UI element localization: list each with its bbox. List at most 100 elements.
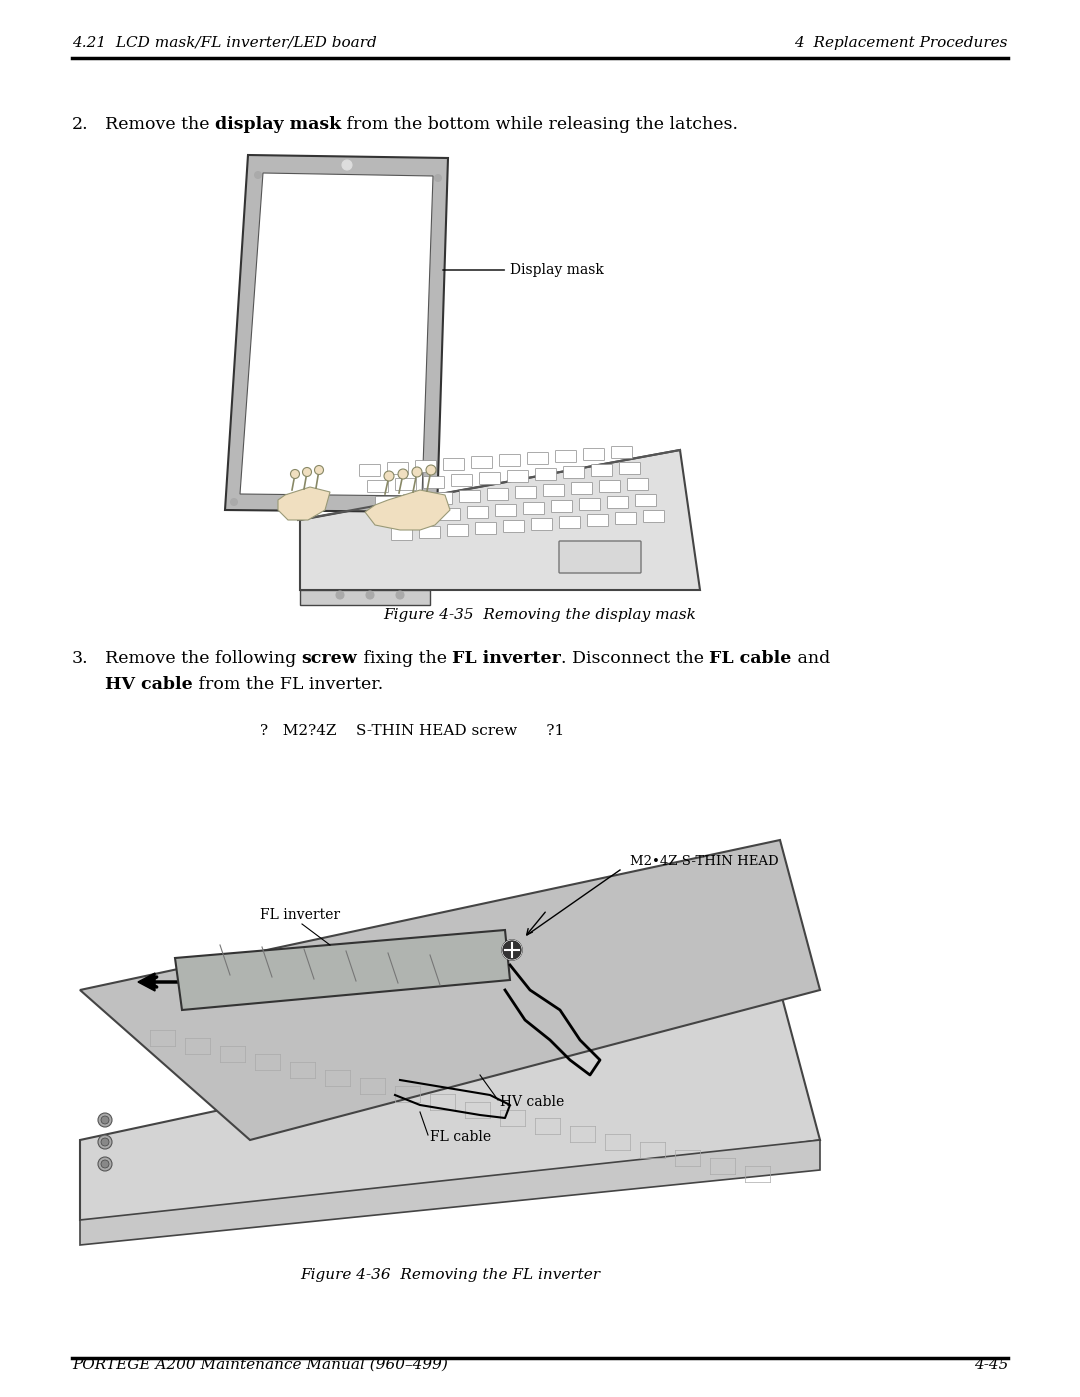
Circle shape [102,1116,109,1125]
FancyBboxPatch shape [536,468,556,481]
Text: and: and [792,650,831,666]
Text: . Disconnect the: . Disconnect the [561,650,710,666]
Circle shape [411,467,422,476]
FancyBboxPatch shape [411,510,432,522]
Circle shape [502,940,522,960]
Text: Display mask: Display mask [443,263,604,277]
FancyBboxPatch shape [360,464,380,476]
Text: display mask: display mask [215,116,341,133]
Text: HV cable: HV cable [500,1095,564,1109]
FancyBboxPatch shape [583,448,605,461]
FancyBboxPatch shape [416,461,436,472]
Polygon shape [365,490,450,529]
Polygon shape [138,972,156,990]
Circle shape [336,591,345,599]
Text: PORTEGE A200 Maintenance Manual (960–499): PORTEGE A200 Maintenance Manual (960–499… [72,1358,448,1372]
Polygon shape [80,990,820,1220]
Circle shape [366,591,374,599]
Circle shape [314,465,324,475]
FancyBboxPatch shape [472,457,492,468]
Circle shape [426,465,436,475]
Polygon shape [225,155,448,511]
FancyBboxPatch shape [508,471,528,482]
FancyBboxPatch shape [616,513,636,524]
Polygon shape [278,488,330,520]
FancyBboxPatch shape [447,524,469,536]
Polygon shape [300,590,430,605]
Text: 3.: 3. [72,650,89,666]
Circle shape [396,591,404,599]
FancyBboxPatch shape [404,495,424,507]
Circle shape [384,471,394,481]
Polygon shape [80,1140,820,1245]
Text: M2•4Z S-THIN HEAD: M2•4Z S-THIN HEAD [630,855,779,868]
Text: FL inverter: FL inverter [453,650,561,666]
Text: from the bottom while releasing the latches.: from the bottom while releasing the latc… [341,116,739,133]
Circle shape [302,468,311,476]
FancyBboxPatch shape [395,479,417,490]
Text: 4.21  LCD mask/FL inverter/LED board: 4.21 LCD mask/FL inverter/LED board [72,36,377,50]
Circle shape [291,469,299,479]
FancyBboxPatch shape [564,467,584,479]
FancyBboxPatch shape [644,510,664,522]
FancyBboxPatch shape [383,513,405,524]
FancyBboxPatch shape [588,514,608,527]
FancyBboxPatch shape [627,479,648,490]
Circle shape [98,1113,112,1127]
FancyBboxPatch shape [451,475,473,486]
FancyBboxPatch shape [580,499,600,510]
FancyBboxPatch shape [592,464,612,476]
FancyBboxPatch shape [552,500,572,513]
FancyBboxPatch shape [388,462,408,475]
FancyBboxPatch shape [571,482,593,495]
FancyBboxPatch shape [620,462,640,475]
FancyBboxPatch shape [440,509,460,521]
FancyBboxPatch shape [524,503,544,514]
FancyBboxPatch shape [527,453,549,464]
FancyBboxPatch shape [611,447,633,458]
FancyBboxPatch shape [391,528,413,541]
Polygon shape [175,930,510,1010]
FancyBboxPatch shape [432,493,453,504]
Text: 2.: 2. [72,116,89,133]
Text: fixing the: fixing the [357,650,453,666]
Text: Remove the: Remove the [105,116,215,133]
FancyBboxPatch shape [475,522,497,535]
Text: Remove the following: Remove the following [105,650,301,666]
FancyBboxPatch shape [423,476,445,489]
FancyBboxPatch shape [543,485,565,496]
Circle shape [427,500,433,507]
Circle shape [102,1160,109,1168]
FancyBboxPatch shape [635,495,657,507]
Circle shape [434,175,442,182]
Text: FL cable: FL cable [430,1130,491,1144]
Text: ?   M2?4Z    S-THIN HEAD screw      ?1: ? M2?4Z S-THIN HEAD screw ?1 [260,724,564,738]
FancyBboxPatch shape [419,527,441,538]
Circle shape [230,499,238,506]
FancyBboxPatch shape [480,472,500,485]
Text: FL inverter: FL inverter [260,908,340,922]
FancyBboxPatch shape [515,486,537,499]
Circle shape [342,161,352,170]
Circle shape [102,1139,109,1146]
Text: Figure 4-36  Removing the FL inverter: Figure 4-36 Removing the FL inverter [300,1268,600,1282]
FancyBboxPatch shape [496,504,516,517]
FancyBboxPatch shape [376,496,396,509]
FancyBboxPatch shape [503,521,525,532]
Text: screw: screw [301,650,357,666]
Circle shape [98,1157,112,1171]
FancyBboxPatch shape [468,507,488,518]
Text: HV cable: HV cable [105,676,192,693]
FancyBboxPatch shape [599,481,621,493]
Polygon shape [80,840,820,1140]
Circle shape [255,172,261,179]
FancyBboxPatch shape [367,481,389,493]
Polygon shape [300,450,700,590]
FancyBboxPatch shape [559,517,581,528]
FancyBboxPatch shape [607,496,629,509]
FancyBboxPatch shape [555,450,577,462]
Text: FL cable: FL cable [710,650,792,666]
FancyBboxPatch shape [459,490,481,503]
Text: from the FL inverter.: from the FL inverter. [192,676,383,693]
Text: 4-45: 4-45 [974,1358,1008,1372]
